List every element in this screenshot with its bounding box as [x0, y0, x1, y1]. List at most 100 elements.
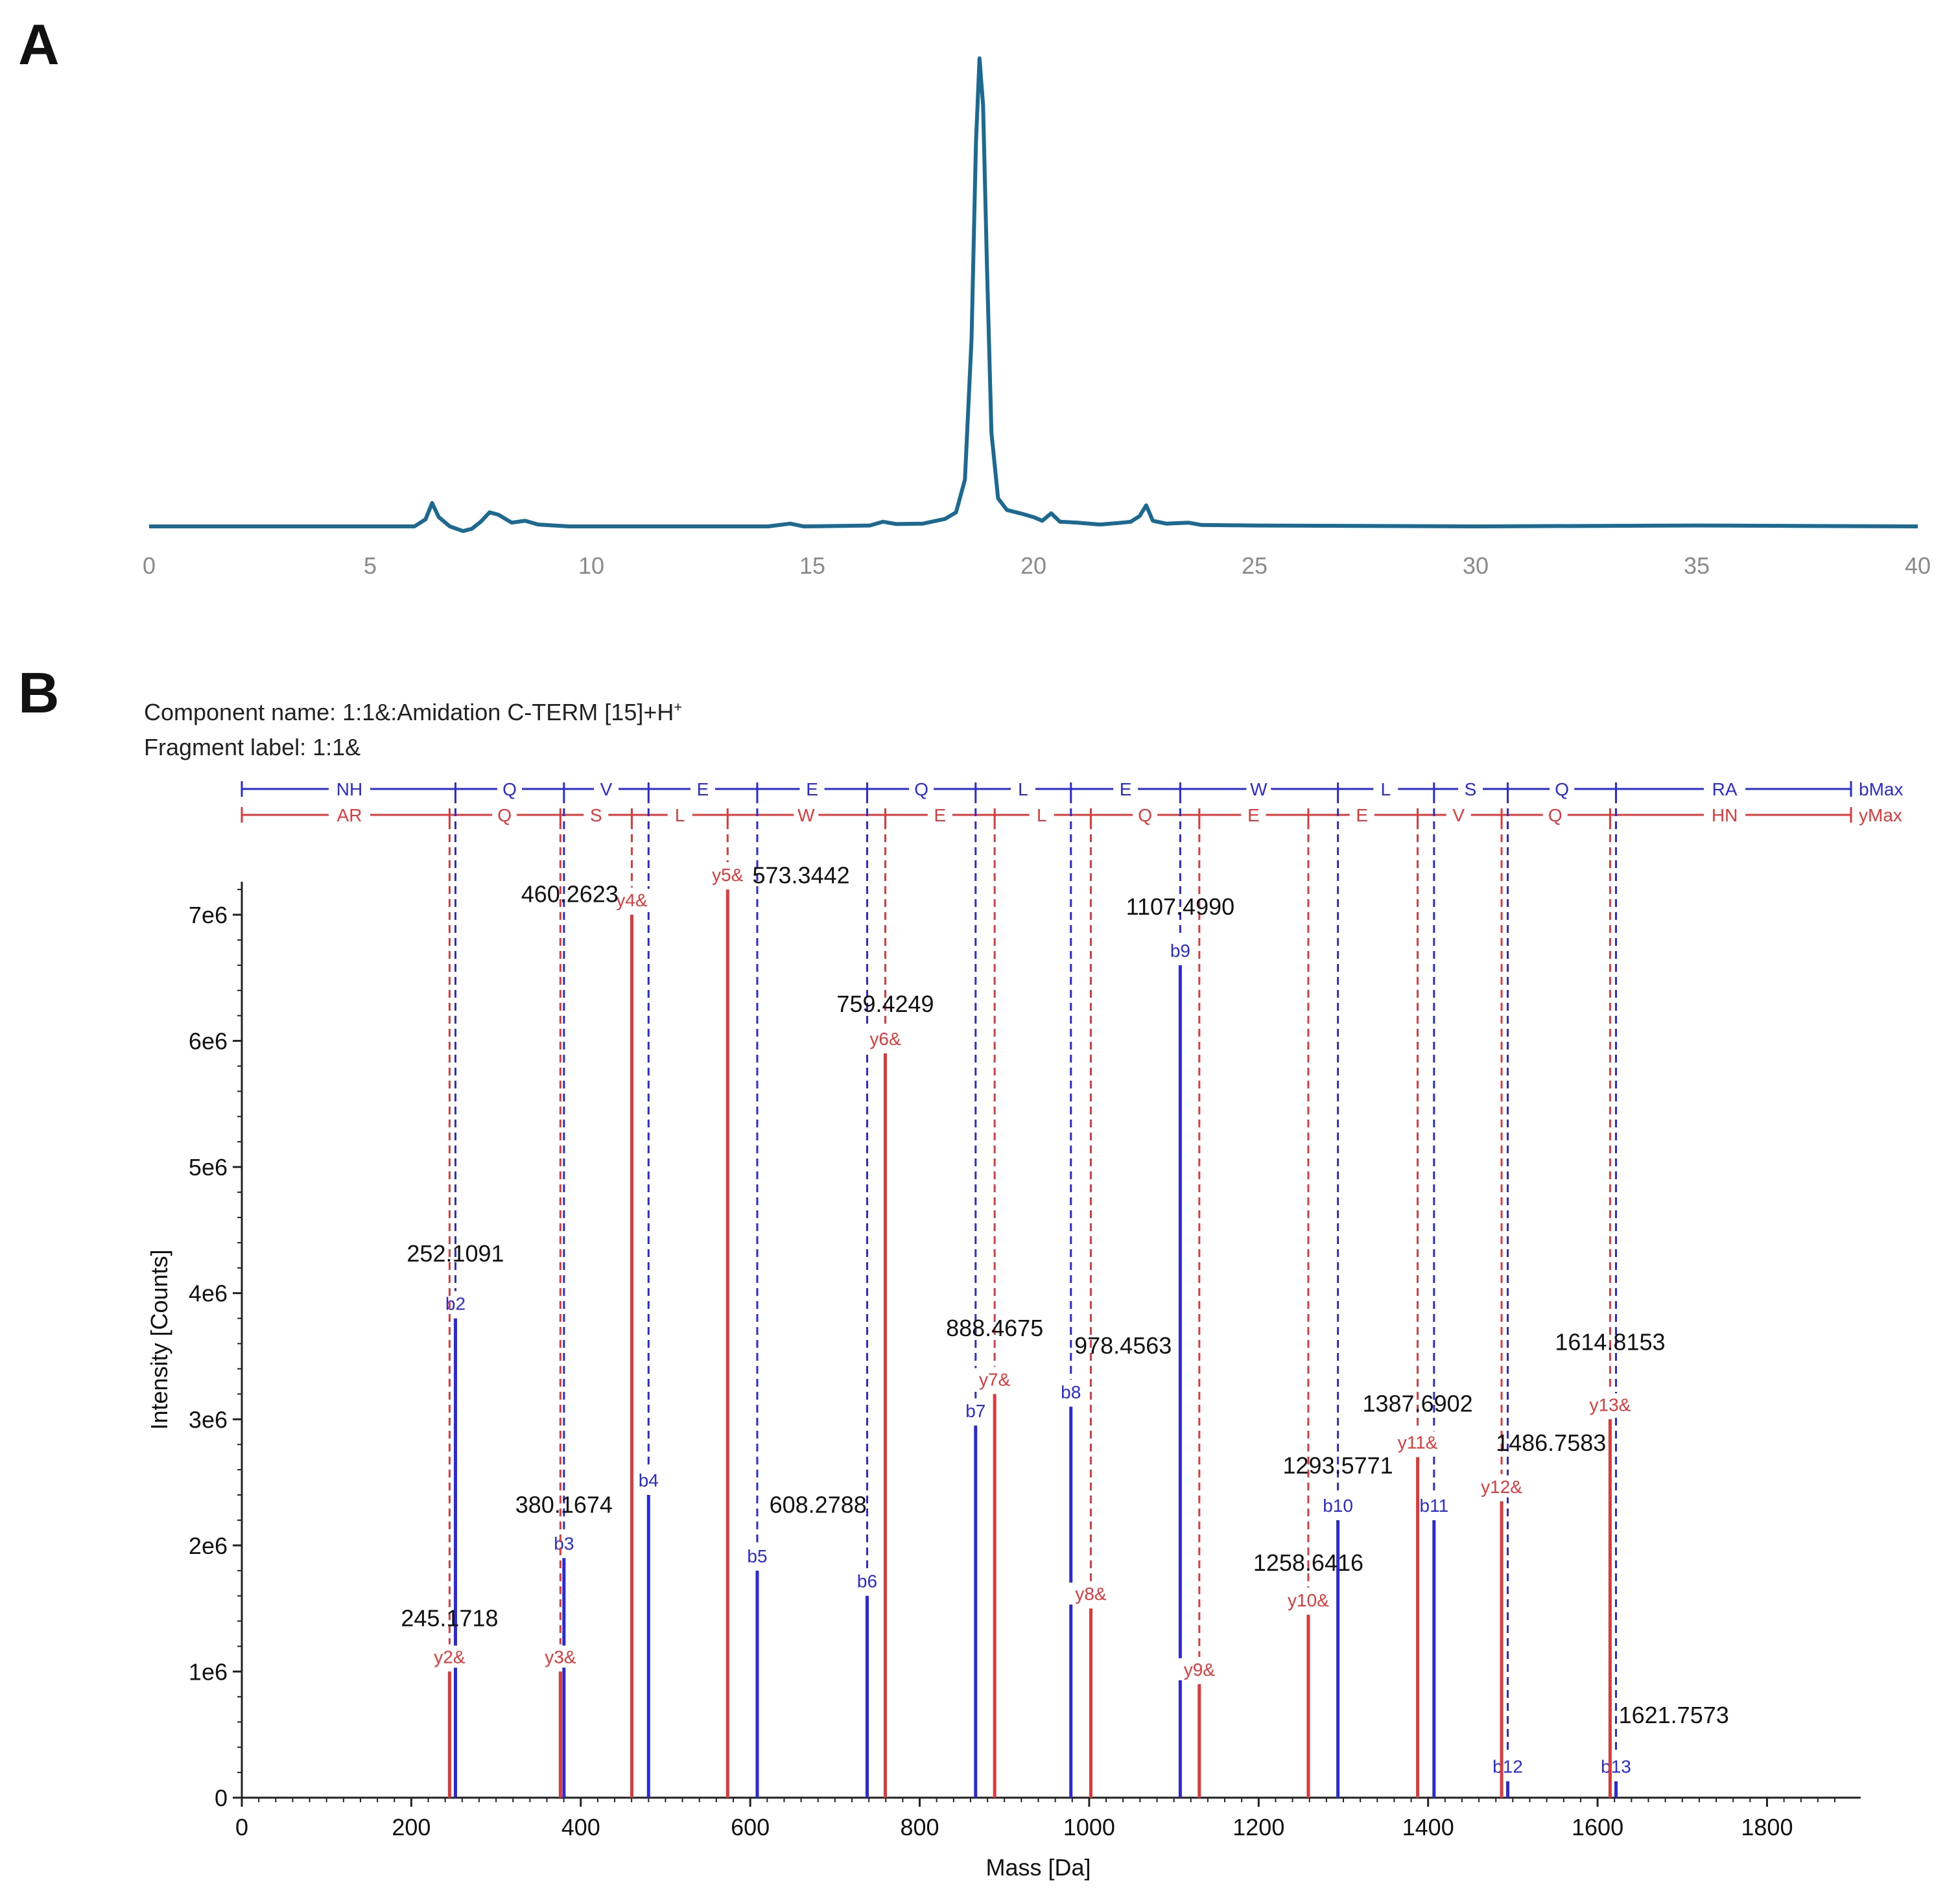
y-ion-label-bg [1068, 1582, 1113, 1605]
x-tick-label: 1600 [1572, 1814, 1623, 1840]
b-ion-label-bg [1158, 939, 1203, 961]
x-tick-label: 0 [235, 1814, 248, 1840]
x-tick-label: 40 [1905, 552, 1931, 579]
y-ion-ion-label: y9& [1184, 1660, 1216, 1680]
y-ion-label-bg [1480, 1475, 1524, 1498]
x-tick-label: 1800 [1741, 1814, 1793, 1840]
y-ladder-residue: E [1356, 805, 1368, 825]
b-ladder-residue-bg [1458, 779, 1483, 799]
b-ion-ion-label: b3 [554, 1533, 574, 1553]
y-tick-label: 3e6 [189, 1406, 228, 1433]
x-tick-label: 1200 [1233, 1814, 1284, 1840]
y-tick-label: 7e6 [189, 902, 228, 928]
b-ladder-residue: RA [1712, 779, 1738, 799]
peak-mz-label: 888.4675 [946, 1315, 1043, 1341]
b-ion-ion-label: b7 [965, 1401, 985, 1421]
y-ion-ion-label: y10& [1288, 1590, 1329, 1610]
peak-mz-label: 1486.7583 [1496, 1429, 1606, 1456]
peak-mz-label: 252.1091 [407, 1240, 504, 1267]
b-ladder-end-label: bMax [1859, 779, 1903, 799]
b-ion-label-bg [1485, 1755, 1530, 1778]
panel-label-b: B [18, 661, 60, 725]
y-ladder-residue: E [934, 805, 947, 825]
x-tick-label: 30 [1463, 552, 1489, 579]
peak-mz-label: 245.1718 [401, 1604, 498, 1631]
x-tick-label: 25 [1242, 552, 1268, 579]
y-ion-ion-label: y6& [869, 1029, 901, 1049]
b-ion-label-bg [735, 1544, 779, 1567]
x-tick-label: 200 [392, 1814, 431, 1840]
b-ladder-residue-bg [1704, 779, 1746, 799]
b-ion-ion-label: b12 [1492, 1757, 1523, 1777]
y-tick-label: 2e6 [189, 1533, 228, 1559]
b-ladder-residue: Q [502, 779, 517, 799]
y-ladder-residue-bg [794, 805, 819, 825]
b-ion-label-bg [541, 1532, 586, 1555]
y-ion-label-bg [1395, 1431, 1440, 1453]
y-tick-label: 6e6 [189, 1028, 228, 1055]
peak-mz-label: 759.4249 [836, 991, 934, 1017]
y-ion-label-bg [1588, 1393, 1633, 1416]
y-ladder-residue: V [1452, 805, 1465, 825]
b-ladder-residue: Q [1555, 779, 1569, 799]
y-ladder-residue: Q [497, 805, 512, 825]
b-ladder-residue: E [1120, 779, 1132, 799]
y-tick-label: 0 [215, 1785, 228, 1811]
x-tick-label: 0 [143, 552, 156, 579]
x-tick-label: 1400 [1402, 1814, 1454, 1840]
y-ladder-residue-bg [328, 805, 370, 825]
peak-mz-label: 460.2623 [521, 881, 619, 908]
b-ion-label-bg [1594, 1755, 1638, 1778]
fragment-label: Fragment label: 1:1& [144, 734, 361, 760]
y-ion-label-bg [1286, 1588, 1330, 1611]
b-ion-label-bg [626, 1469, 671, 1492]
y-ladder-end-label: yMax [1859, 805, 1902, 825]
b-ladder-residue: E [697, 779, 709, 799]
peak-mz-label: 608.2788 [770, 1491, 867, 1518]
y-ladder-residue: HN [1712, 805, 1738, 825]
b-ion-label-bg [1315, 1494, 1360, 1516]
y-ion-label-bg [705, 864, 750, 886]
y-ladder-residue: AR [337, 805, 362, 825]
y-ion-label-bg [609, 889, 654, 911]
y-ladder-residue-bg [1446, 805, 1471, 825]
peak-mz-label: 1387.6902 [1362, 1391, 1472, 1417]
chromatogram-chart: 0 5 10 15 20 25 30 35 40 [143, 56, 1931, 579]
y-ladder-residue-bg [1241, 805, 1266, 825]
b-ladder-residue-bg [593, 779, 619, 799]
y-ladder-residue-bg [1349, 805, 1374, 825]
b-ion-ion-label: b8 [1061, 1382, 1081, 1402]
x-tick-label: 800 [900, 1814, 939, 1840]
y-ion-label-bg [863, 1028, 908, 1050]
y-ion-ion-label: y2& [434, 1647, 466, 1667]
y-ladder-residue: E [1247, 805, 1260, 825]
b-ladder-residue-bg [1113, 779, 1138, 799]
y-ion-ion-label: y11& [1398, 1433, 1438, 1453]
y-ion-ion-label: y3& [545, 1647, 576, 1667]
panel-label-a: A [18, 12, 60, 76]
y-ladder-residue: S [590, 805, 602, 825]
b-ion-label-bg [845, 1569, 890, 1592]
y-ion-label-bg [427, 1645, 472, 1668]
x-tick-label: 400 [561, 1814, 600, 1840]
peak-mz-label: 1107.4990 [1126, 893, 1235, 920]
y-ion-label-bg [538, 1645, 583, 1668]
x-tick-label: 600 [731, 1814, 770, 1840]
b-ladder-residue-bg [1246, 779, 1271, 799]
b-ion-ion-label: b10 [1323, 1496, 1353, 1516]
b-ladder-residue-bg [690, 779, 715, 799]
b-ladder-residue: S [1465, 779, 1477, 799]
y-ladder-residue: W [797, 805, 815, 825]
x-tick-label: 35 [1684, 552, 1710, 579]
y-ladder-residue: L [675, 805, 685, 825]
y-ladder-residue-bg [584, 805, 609, 825]
y-ladder-residue: Q [1548, 805, 1563, 825]
chromatogram-trace [149, 56, 1918, 534]
y-ladder-residue-bg [1133, 805, 1158, 825]
y-tick-label: 4e6 [189, 1280, 228, 1307]
y-ion-ion-label: y4& [616, 890, 648, 910]
peak-mz-label: 1614.8153 [1555, 1328, 1665, 1355]
x-tick-label: 15 [799, 552, 825, 579]
y-ion-label-bg [973, 1368, 1017, 1391]
b-ladder-residue-bg [497, 779, 522, 799]
